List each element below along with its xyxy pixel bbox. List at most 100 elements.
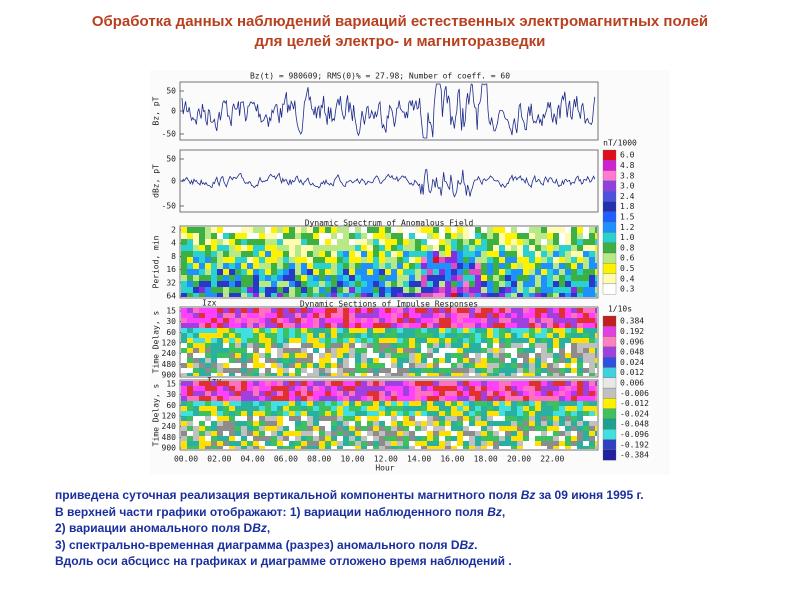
heatmap-cell <box>325 386 331 391</box>
heatmap-cell <box>205 257 211 263</box>
heatmap-cell <box>187 257 193 263</box>
heatmap-cell <box>229 328 235 333</box>
heatmap-cell <box>445 411 451 416</box>
heatmap-cell <box>427 416 433 421</box>
heatmap-cell <box>571 318 577 323</box>
heatmap-cell <box>229 313 235 318</box>
heatmap-cell <box>457 269 463 275</box>
heatmap-cell <box>289 269 295 275</box>
heatmap-cell <box>493 396 499 401</box>
heatmap-cell <box>199 406 205 411</box>
heatmap-cell <box>319 323 325 328</box>
heatmap-cell <box>511 353 517 358</box>
heatmap-cell <box>373 348 379 353</box>
heatmap-cell <box>223 323 229 328</box>
heatmap-cell <box>193 411 199 416</box>
heatmap-cell <box>283 308 289 313</box>
heatmap-cell <box>565 275 571 281</box>
heatmap-cell <box>181 313 187 318</box>
heatmap-cell <box>247 343 253 348</box>
heatmap-cell <box>181 358 187 363</box>
heatmap-cell <box>313 406 319 411</box>
heatmap-cell <box>547 251 553 257</box>
heatmap-cell <box>595 263 597 269</box>
heatmap-cell <box>241 358 247 363</box>
heatmap-cell <box>325 441 331 446</box>
heatmap-cell <box>427 441 433 446</box>
heatmap-cell <box>475 328 481 333</box>
heatmap-cell <box>445 263 451 269</box>
heatmap-cell <box>499 416 505 421</box>
heatmap-cell <box>583 293 589 297</box>
heatmap-cell <box>529 426 535 431</box>
heatmap-cell <box>499 343 505 348</box>
heatmap-cell <box>229 269 235 275</box>
heatmap-cell <box>577 227 583 233</box>
heatmap-cell <box>325 363 331 368</box>
heatmap-cell <box>187 436 193 441</box>
heatmap-cell <box>199 363 205 368</box>
heatmap-cell <box>181 391 187 396</box>
heatmap-cell <box>397 233 403 239</box>
heatmap-cell <box>433 386 439 391</box>
heatmap-cell <box>205 275 211 281</box>
heatmap-cell <box>583 269 589 275</box>
heatmap-cell <box>565 421 571 426</box>
heatmap-cell <box>259 441 265 446</box>
heatmap-cell <box>259 381 265 386</box>
heatmap-cell <box>325 293 331 297</box>
heatmap-cell <box>229 396 235 401</box>
heatmap-cell <box>571 245 577 251</box>
heatmap-cell <box>217 426 223 431</box>
heatmap-cell <box>583 239 589 245</box>
heatmap-cell <box>457 245 463 251</box>
heatmap-cell <box>343 251 349 257</box>
heatmap-cell <box>373 386 379 391</box>
heatmap-cell <box>559 396 565 401</box>
heatmap-cell <box>439 245 445 251</box>
y-axis-label: dBz, pT <box>152 164 161 198</box>
panel-frame <box>179 379 599 451</box>
heatmap-cell <box>313 227 319 233</box>
heatmap-cell <box>241 263 247 269</box>
heatmap-cell <box>391 263 397 269</box>
heatmap-cell <box>391 293 397 297</box>
heatmap-cell <box>313 353 319 358</box>
heatmap-cell <box>463 406 469 411</box>
heatmap-cell <box>553 353 559 358</box>
heatmap-cell <box>223 257 229 263</box>
heatmap-cell <box>541 275 547 281</box>
heatmap-cell <box>511 368 517 373</box>
heatmap-cell <box>475 396 481 401</box>
heatmap-cell <box>559 257 565 263</box>
heatmap-cell <box>301 436 307 441</box>
heatmap-cell <box>319 411 325 416</box>
heatmap-cell <box>463 239 469 245</box>
heatmap-cell <box>283 426 289 431</box>
heatmap-cell <box>271 287 277 293</box>
heatmap-cell <box>193 287 199 293</box>
heatmap-cell <box>187 338 193 343</box>
heatmap-cell <box>337 401 343 406</box>
heatmap-cell <box>595 441 597 446</box>
heatmap-cell <box>373 293 379 297</box>
heatmap-cell <box>349 391 355 396</box>
heatmap-cell <box>421 406 427 411</box>
heatmap-cell <box>505 391 511 396</box>
heatmap-cell <box>487 416 493 421</box>
heatmap-cell <box>487 368 493 373</box>
heatmap-cell <box>565 269 571 275</box>
heatmap-cell <box>421 308 427 313</box>
heatmap-cell <box>493 275 499 281</box>
heatmap-cell <box>553 275 559 281</box>
heatmap-cell <box>589 436 595 441</box>
heatmap-cell <box>271 233 277 239</box>
heatmap-cell <box>265 313 271 318</box>
heatmap-cell <box>349 416 355 421</box>
heatmap-cell <box>565 287 571 293</box>
heatmap-cell <box>409 287 415 293</box>
heatmap-cell <box>547 287 553 293</box>
heatmap-cell <box>493 368 499 373</box>
heatmap-cell <box>433 293 439 297</box>
heatmap-cell <box>595 446 597 449</box>
